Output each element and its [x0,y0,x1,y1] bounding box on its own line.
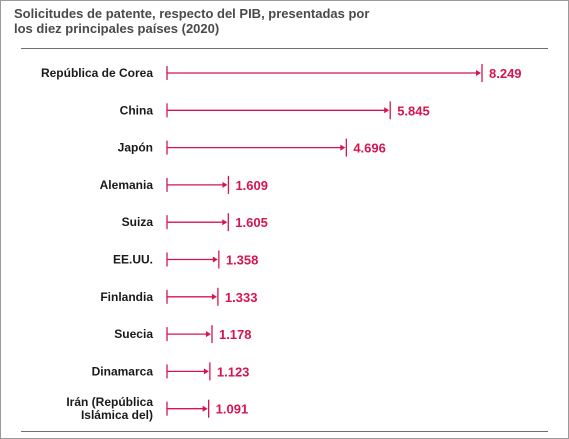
bar-arrowhead [384,107,390,114]
value-label: 1.605 [235,215,268,230]
bar-arrowhead [205,331,211,338]
category-label: Japón [118,141,153,155]
bar-arrowhead [340,144,346,151]
category-label-line: Suecia [114,327,153,341]
category-label: Dinamarca [92,364,154,378]
value-label: 1.609 [235,178,268,193]
category-label: EE.UU. [113,253,153,267]
value-label: 1.333 [225,290,258,305]
value-label: 1.123 [217,364,250,379]
chart-title-line-1: Solicitudes de patente, respecto del PIB… [14,6,370,21]
category-label: Suiza [122,215,154,229]
value-label: 5.845 [397,103,430,118]
top-divider [21,48,548,49]
bar-arrowhead [203,368,209,375]
value-label: 1.358 [226,253,259,268]
category-label-line: Irán (República [66,395,153,409]
bar-arrowhead [212,256,218,263]
value-label: 1.091 [216,402,249,417]
bottom-divider [21,431,548,432]
category-label-line: Alemania [100,178,154,192]
bar-arrowhead [202,405,208,412]
category-label-line: EE.UU. [113,253,153,267]
category-label-line: Dinamarca [92,364,154,378]
value-label: 4.696 [353,141,386,156]
chart-title-line-2: los diez principales países (2020) [14,21,220,36]
category-label-line: China [120,103,154,117]
category-label-line: República de Corea [41,66,153,80]
category-label: Finlandia [100,290,153,304]
value-label: 1.178 [219,327,252,342]
category-label-line: Japón [118,141,153,155]
category-label: Alemania [100,178,154,192]
category-label-line: Suiza [122,215,154,229]
chart-title: Solicitudes de patente, respecto del PIB… [14,6,434,36]
bar-arrowhead [476,70,481,76]
bar-arrowhead [222,181,228,188]
category-label-line: Islámica del) [81,408,153,422]
category-label: República de Corea [41,66,153,80]
category-label: Irán (República Islámica del) [66,395,153,422]
value-label: 8.249 [489,66,522,81]
category-label-line: Finlandia [100,290,153,304]
category-label: Suecia [114,327,153,341]
bar-arrowhead [222,219,228,226]
category-label: China [120,103,154,117]
bar-arrowhead [211,293,217,300]
